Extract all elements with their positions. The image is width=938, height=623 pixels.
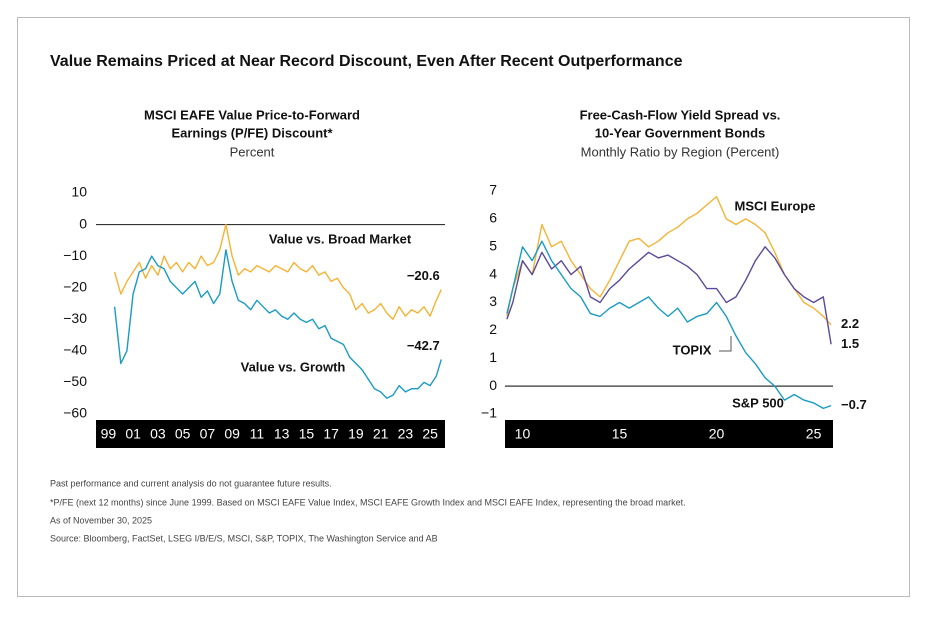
series-label: Value vs. Broad Market [269, 231, 412, 246]
x-tick-label: 21 [373, 426, 389, 442]
x-tick-label: 17 [323, 426, 339, 442]
y-tick-label: 6 [489, 210, 497, 226]
y-tick-label: −60 [63, 405, 87, 421]
x-tick-label: 23 [398, 426, 414, 442]
end-value-label: −42.7 [407, 338, 440, 353]
end-value-label: −0.7 [841, 397, 867, 412]
chart-title: MSCI EAFE Value Price-to-Forward [144, 107, 360, 122]
x-tick-label: 15 [299, 426, 315, 442]
y-tick-label: 0 [489, 377, 497, 393]
x-tick-label: 25 [422, 426, 438, 442]
frame [17, 17, 910, 597]
footnote: As of November 30, 2025 [50, 515, 152, 525]
y-tick-label: 5 [489, 237, 497, 253]
footnote: Source: Bloomberg, FactSet, LSEG I/B/E/S… [50, 533, 438, 543]
y-tick-label: −40 [63, 342, 87, 358]
x-axis-band [505, 420, 833, 448]
series-line [506, 246, 832, 345]
series-line [506, 240, 832, 410]
page-title: Value Remains Priced at Near Record Disc… [50, 53, 683, 70]
leader-line [719, 336, 732, 352]
y-tick-label: 2 [489, 321, 497, 337]
x-tick-label: 25 [806, 426, 822, 442]
x-tick-label: 10 [515, 426, 531, 442]
x-tick-label: 05 [175, 426, 191, 442]
chart-subtitle: Monthly Ratio by Region (Percent) [581, 144, 780, 159]
y-tick-label: 3 [489, 293, 497, 309]
x-tick-label: 15 [612, 426, 628, 442]
series-label: MSCI Europe [735, 198, 816, 213]
series-line [506, 195, 832, 326]
end-value-label: −20.6 [407, 268, 440, 283]
series-label: S&P 500 [732, 395, 784, 410]
x-tick-label: 19 [348, 426, 364, 442]
chart-subtitle: Percent [230, 144, 275, 159]
y-tick-label: 10 [71, 184, 87, 200]
end-value-label: 1.5 [841, 336, 859, 351]
chart-title: Free-Cash-Flow Yield Spread vs. [580, 107, 781, 122]
y-tick-label: −20 [63, 278, 87, 294]
y-tick-label: −50 [63, 373, 87, 389]
x-tick-label: 07 [200, 426, 216, 442]
footnote: *P/FE (next 12 months) since June 1999. … [50, 497, 686, 507]
end-value-label: 2.2 [841, 316, 859, 331]
x-tick-label: 11 [250, 426, 265, 442]
series-line [113, 223, 442, 320]
series-line [113, 249, 442, 399]
chart-title: 10-Year Government Bonds [595, 125, 766, 140]
y-tick-label: −10 [63, 247, 87, 263]
x-tick-label: 01 [125, 426, 141, 442]
series-label: Value vs. Growth [241, 359, 346, 374]
chart-title: Earnings (P/FE) Discount* [171, 125, 333, 140]
series-label: TOPIX [673, 342, 712, 357]
footnote: Past performance and current analysis do… [50, 478, 332, 488]
y-tick-label: 4 [489, 265, 497, 281]
y-tick-label: 7 [489, 182, 497, 198]
y-tick-label: 0 [79, 215, 87, 231]
x-tick-label: 20 [709, 426, 725, 442]
y-tick-label: −30 [63, 310, 87, 326]
x-tick-label: 09 [224, 426, 240, 442]
x-axis-band [96, 420, 445, 448]
x-tick-label: 99 [101, 426, 117, 442]
x-tick-label: 13 [274, 426, 290, 442]
y-tick-label: −1 [481, 405, 497, 421]
x-tick-label: 03 [150, 426, 166, 442]
y-tick-label: 1 [489, 349, 497, 365]
